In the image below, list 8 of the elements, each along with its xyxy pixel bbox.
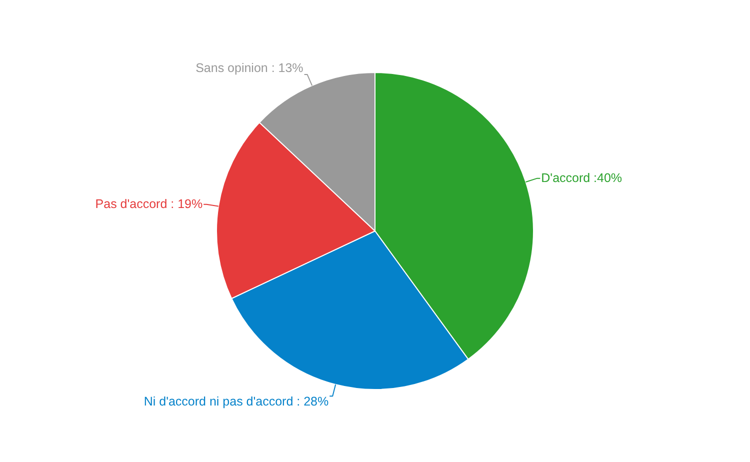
data-label: :40% — [594, 170, 622, 185]
slice-label: Pas d'accord — [95, 196, 168, 211]
data-label: : 28% — [296, 394, 329, 409]
data-label: : 13% — [271, 60, 304, 75]
data-label: : 19% — [170, 196, 203, 211]
slice-label: D'accord — [541, 170, 590, 185]
slice-label: Sans opinion — [196, 60, 268, 75]
slice-label: Ni d'accord ni pas d'accord — [144, 394, 294, 409]
